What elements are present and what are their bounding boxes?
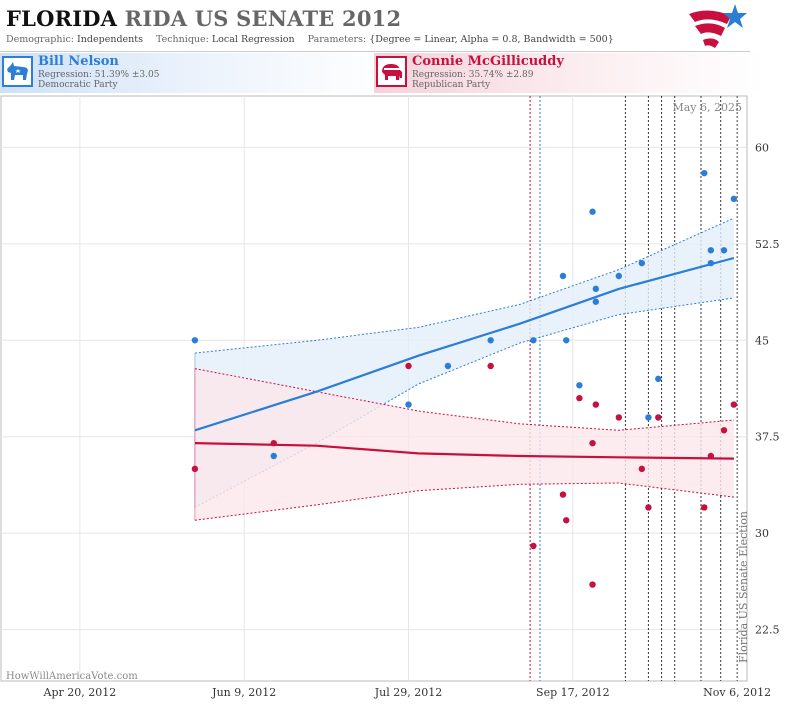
poll-point <box>730 195 738 203</box>
poll-point <box>487 337 494 344</box>
poll-point <box>576 394 583 402</box>
poll-point <box>592 401 600 408</box>
axis-labels: Apr 20, 2012 Jun 9, 2012 Jul 29, 2012 Sep 1… <box>43 141 780 699</box>
poll-point <box>645 414 652 421</box>
parameters-label: Parameters: <box>307 34 367 45</box>
poll-point <box>589 439 596 447</box>
rep-regression: Regression: 35.74% ±2.89 <box>412 70 534 80</box>
poll-point <box>592 298 600 305</box>
x-tick-label: Apr 20, 2012 <box>43 686 117 699</box>
poll-point <box>720 427 728 434</box>
poll-point <box>638 259 646 267</box>
poll-point <box>589 581 596 588</box>
technique-label: Technique: <box>156 34 209 45</box>
poll-point <box>655 414 662 421</box>
x-tick-label: Nov 6, 2012 <box>703 686 771 699</box>
y-tick-label: 22.5 <box>755 624 780 637</box>
poll-point <box>720 247 728 254</box>
upper-bound-line <box>194 368 734 431</box>
y-tick-label: 60 <box>755 141 769 154</box>
upper-bound-line <box>194 217 735 354</box>
poll-point <box>707 259 715 267</box>
poll-point <box>444 362 452 370</box>
date-label: May 6, 2025 <box>672 101 742 114</box>
technique-value: Local Regression <box>211 34 295 45</box>
candidate-panel-dem[interactable]: Bill Nelson Regression: 51.39% ±3.05 Dem… <box>0 53 390 93</box>
poll-point <box>701 169 708 177</box>
poll-point <box>615 272 623 280</box>
poll-point <box>563 337 570 344</box>
poll-point <box>270 439 277 447</box>
poll-point <box>707 452 715 460</box>
elephant-icon <box>376 56 407 87</box>
confidence-band <box>194 368 734 521</box>
parameters-value: {Degree = Linear, Alpha = 0.8, Bandwidth… <box>369 34 614 45</box>
chart-title: FLORIDA RIDA US SENATE 2012 <box>6 6 401 31</box>
y-tick-label: 52.5 <box>755 238 780 251</box>
y-tick-label: 30 <box>755 527 769 540</box>
y-tick-label: 45 <box>755 334 769 347</box>
lower-bound-line <box>194 482 734 521</box>
poll-point <box>191 465 199 473</box>
title-rest: RIDA US SENATE 2012 <box>124 6 402 31</box>
poll-date-lines <box>529 96 738 681</box>
poll-point <box>405 401 412 408</box>
poll-points <box>191 169 738 588</box>
poll-point <box>530 542 537 550</box>
poll-point <box>655 375 662 383</box>
poll-point <box>530 337 537 344</box>
poll-point <box>559 272 567 280</box>
rep-candidate-name: Connie McGillicuddy <box>412 54 564 69</box>
poll-point <box>589 208 596 215</box>
poll-point <box>559 491 567 498</box>
y-tick-label: 37.5 <box>755 431 780 444</box>
parameters-line: Demographic: Independents Technique: Loc… <box>6 34 614 45</box>
poll-point <box>191 337 199 344</box>
poll-point <box>487 362 494 370</box>
regression-line <box>194 442 734 460</box>
regression-line <box>194 256 735 432</box>
x-tick-label: Sep 17, 2012 <box>536 686 610 699</box>
grid-lines <box>1 96 747 681</box>
watermark: HowWillAmericaVote.com <box>6 671 138 682</box>
poll-point <box>405 362 412 370</box>
demographic-value: Independents <box>77 34 143 45</box>
regression-lines <box>194 256 735 460</box>
donkey-icon <box>2 56 33 87</box>
event-label: Florida US Senate Election <box>737 511 750 663</box>
poll-point <box>270 452 277 460</box>
poll-point <box>730 401 738 408</box>
header-divider <box>0 51 750 52</box>
title-state: FLORIDA <box>6 6 118 31</box>
poll-point <box>592 285 600 293</box>
x-tick-label: Jun 9, 2012 <box>211 686 276 699</box>
dem-regression: Regression: 51.39% ±3.05 <box>38 70 160 80</box>
dem-candidate-name: Bill Nelson <box>38 54 119 69</box>
poll-point <box>701 504 708 511</box>
site-logo-icon[interactable] <box>687 2 747 50</box>
demographic-label: Demographic: <box>6 34 75 45</box>
poll-point <box>615 414 623 421</box>
poll-point <box>638 465 646 473</box>
confidence-bands <box>194 217 735 521</box>
rep-party: Republican Party <box>412 80 491 90</box>
candidate-panel-rep[interactable]: Connie McGillicuddy Regression: 35.74% ±… <box>374 53 764 93</box>
dem-party: Democratic Party <box>38 80 118 90</box>
poll-point <box>563 517 570 524</box>
x-tick-label: Jul 29, 2012 <box>374 686 443 699</box>
poll-point <box>707 247 715 254</box>
poll-point <box>645 504 652 511</box>
poll-point <box>576 382 583 389</box>
